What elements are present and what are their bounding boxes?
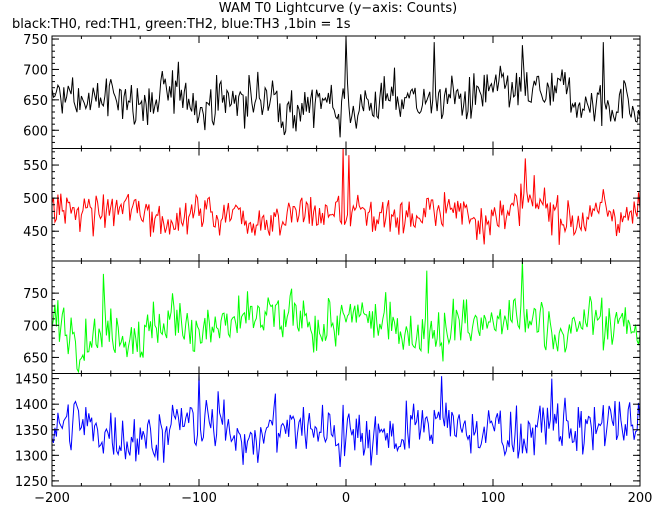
y-tick-label: 700 bbox=[23, 63, 48, 78]
panel-frame bbox=[51, 148, 641, 262]
y-tick-label: 1400 bbox=[15, 398, 48, 413]
y-tick-label: 650 bbox=[23, 351, 48, 366]
x-axis: −200 −100 0 100 200 bbox=[34, 491, 652, 505]
x-tick-label: 100 bbox=[481, 491, 506, 505]
series-th2-line bbox=[52, 261, 640, 374]
x-tick-label: −200 bbox=[34, 491, 70, 505]
y-tick-label: 1300 bbox=[15, 449, 48, 464]
panel-th2: 650 700 750 bbox=[23, 260, 641, 374]
panel-th3: 1250 1300 1350 1400 1450 bbox=[15, 373, 641, 490]
y-tick-label: 750 bbox=[23, 287, 48, 302]
series-th3-line bbox=[52, 373, 640, 468]
panel-th0: 600 650 700 750 bbox=[23, 33, 641, 149]
y-tick-label: 600 bbox=[23, 124, 48, 139]
y-tick-label: 1250 bbox=[15, 475, 48, 490]
y-tick-label: 1450 bbox=[15, 373, 48, 388]
x-tick-label: 0 bbox=[342, 491, 350, 505]
x-tick-label: −100 bbox=[181, 491, 217, 505]
panels-group: 600 650 700 750 450 500 550 650 700 750 1250 1300 13… bbox=[15, 33, 641, 490]
x-tick-label: 200 bbox=[628, 491, 653, 505]
y-tick-label: 1350 bbox=[15, 424, 48, 439]
y-tick-label: 500 bbox=[23, 192, 48, 207]
y-tick-label: 750 bbox=[23, 33, 48, 48]
y-tick-label: 550 bbox=[23, 159, 48, 174]
series-th1-line bbox=[52, 148, 640, 245]
panel-th1: 450 500 550 bbox=[23, 148, 641, 262]
y-tick-label: 700 bbox=[23, 319, 48, 334]
y-tick-label: 450 bbox=[23, 225, 48, 240]
chart-title: WAM T0 Lightcurve (y−axis: Counts) bbox=[219, 1, 457, 16]
chart-subtitle: black:TH0, red:TH1, green:TH2, blue:TH3 … bbox=[12, 17, 351, 32]
series-th0-line bbox=[52, 36, 640, 138]
y-tick-label: 650 bbox=[23, 94, 48, 109]
